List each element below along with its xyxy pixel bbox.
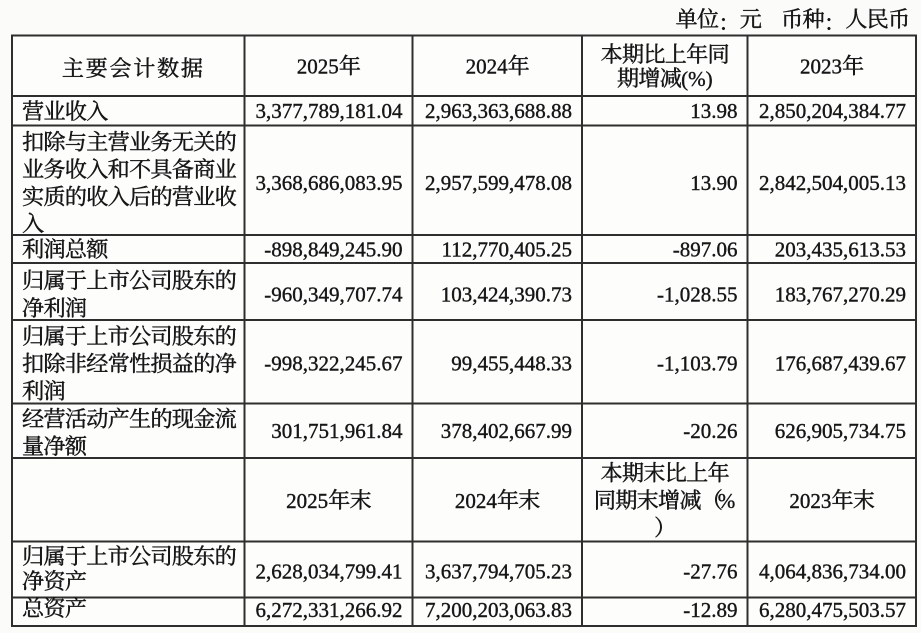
svg-text:183,767,270.29: 183,767,270.29 xyxy=(775,282,906,306)
svg-text:-12.89: -12.89 xyxy=(683,598,737,622)
svg-text:-960,349,707.74: -960,349,707.74 xyxy=(264,282,403,306)
svg-text:3,368,686,083.95: 3,368,686,083.95 xyxy=(256,171,403,195)
svg-text:2024: 2024 xyxy=(455,489,498,513)
svg-text:-898,849,245.90: -898,849,245.90 xyxy=(264,238,402,262)
svg-text:2,850,204,384.77: 2,850,204,384.77 xyxy=(759,99,906,123)
svg-text:6,280,475,503.57: 6,280,475,503.57 xyxy=(759,598,906,622)
svg-text:-27.76: -27.76 xyxy=(683,560,737,584)
svg-text:-897.06: -897.06 xyxy=(673,238,738,262)
svg-text:2023: 2023 xyxy=(800,55,842,79)
svg-text:203,435,613.53: 203,435,613.53 xyxy=(775,238,906,262)
svg-text:2024: 2024 xyxy=(466,55,509,79)
svg-text:-1,028.55: -1,028.55 xyxy=(657,282,738,306)
svg-text:2,842,504,005.13: 2,842,504,005.13 xyxy=(759,171,906,195)
svg-text:301,751,961.84: 301,751,961.84 xyxy=(271,419,403,443)
svg-text:(%): (%) xyxy=(681,67,712,91)
svg-text:%: % xyxy=(718,489,736,513)
svg-text:2025: 2025 xyxy=(297,55,339,79)
svg-text:3,377,789,181.04: 3,377,789,181.04 xyxy=(256,99,404,123)
svg-text:13.98: 13.98 xyxy=(690,99,737,123)
svg-text:4,064,836,734.00: 4,064,836,734.00 xyxy=(759,560,906,584)
svg-text:3,637,794,705.23: 3,637,794,705.23 xyxy=(425,560,572,584)
svg-text:7,200,203,063.83: 7,200,203,063.83 xyxy=(425,598,572,622)
svg-text:2,628,034,799.41: 2,628,034,799.41 xyxy=(256,560,403,584)
svg-text:378,402,667.99: 378,402,667.99 xyxy=(441,419,572,443)
svg-text:-998,322,245.67: -998,322,245.67 xyxy=(264,351,402,375)
svg-text:112,770,405.25: 112,770,405.25 xyxy=(442,238,572,262)
svg-text:176,687,439.67: 176,687,439.67 xyxy=(775,351,906,375)
svg-text:2025: 2025 xyxy=(286,489,328,513)
svg-text:-20.26: -20.26 xyxy=(683,419,737,443)
svg-text:-1,103.79: -1,103.79 xyxy=(657,351,738,375)
svg-text:6,272,331,266.92: 6,272,331,266.92 xyxy=(256,598,403,622)
svg-text:103,424,390.73: 103,424,390.73 xyxy=(441,282,572,306)
svg-text:13.90: 13.90 xyxy=(690,171,737,195)
svg-text:2,957,599,478.08: 2,957,599,478.08 xyxy=(425,171,572,195)
svg-text:2,963,363,688.88: 2,963,363,688.88 xyxy=(425,99,572,123)
svg-text:2023: 2023 xyxy=(789,489,831,513)
svg-text:99,455,448.33: 99,455,448.33 xyxy=(451,351,572,375)
svg-text:626,905,734.75: 626,905,734.75 xyxy=(775,419,906,443)
